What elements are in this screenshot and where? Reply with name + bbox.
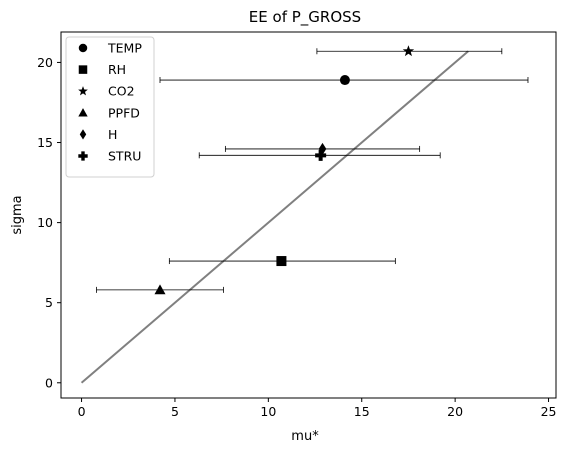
legend-marker-temp (78, 43, 88, 53)
y-tick-label: 20 (37, 55, 53, 70)
x-axis: 0 5 10 15 20 25 (78, 398, 557, 419)
y-tick-label: 15 (37, 135, 53, 150)
plot-frame (60, 31, 557, 399)
data-point-stru (315, 149, 327, 161)
y-tick-label: 5 (45, 295, 53, 310)
x-tick-label: 15 (354, 404, 370, 419)
legend-box (65, 36, 155, 178)
data-point-ppfd (154, 284, 166, 295)
y-axis: 0 5 10 15 20 (37, 55, 61, 390)
x-tick-label: 5 (171, 404, 179, 419)
data-point-rh (276, 256, 287, 267)
legend-marker-h (79, 129, 87, 140)
legend-label-stru: STRU (108, 149, 141, 164)
legend-marker-ppfd (78, 108, 88, 117)
legend-marker-co2 (78, 86, 88, 96)
legend-label-temp: TEMP (107, 41, 142, 56)
legend-marker-rh (78, 65, 88, 74)
y-tick-label: 0 (45, 375, 53, 390)
x-axis-label: mu* (291, 429, 319, 444)
data-point-co2 (402, 45, 415, 57)
chart-title: EE of P_GROSS (249, 8, 361, 27)
x-tick-label: 10 (260, 404, 276, 419)
legend-label-co2: CO2 (108, 84, 135, 99)
legend-marker-stru (78, 151, 88, 161)
x-tick-label: 20 (447, 404, 463, 419)
legend-label-ppfd: PPFD (108, 105, 140, 120)
plot-area (80, 45, 529, 384)
y-axis-label: sigma (10, 195, 25, 234)
reference-line (80, 50, 469, 384)
x-tick-label: 25 (541, 404, 557, 419)
legend-label-h: H (108, 127, 117, 142)
legend: TEMP RH CO2 PPFD H STRU (65, 36, 155, 178)
x-tick-label: 0 (78, 404, 86, 419)
data-point-temp (339, 75, 350, 86)
legend-label-rh: RH (108, 62, 126, 77)
y-tick-label: 10 (37, 215, 53, 230)
